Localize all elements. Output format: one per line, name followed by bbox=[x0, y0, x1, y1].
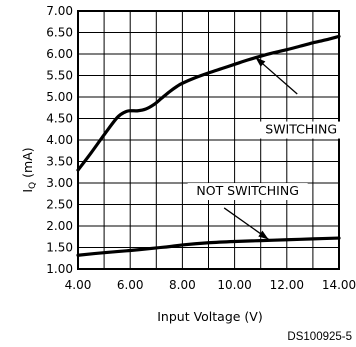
x-tick-label: 4.00 bbox=[65, 278, 92, 292]
switching-arrow-head bbox=[255, 57, 266, 67]
x-tick-labels: 4.00 6.00 8.00 10.00 12.00 14.00 bbox=[65, 278, 356, 292]
y-tick-label: 5.00 bbox=[46, 90, 73, 104]
y-tick-label: 4.50 bbox=[46, 112, 73, 126]
plot-frame bbox=[77, 10, 340, 270]
y-axis-label-main: I bbox=[20, 189, 35, 193]
y-axis-label: IQ (mA) bbox=[20, 147, 38, 192]
x-tick-label: 14.00 bbox=[322, 278, 356, 292]
y-tick-label: 1.50 bbox=[46, 241, 73, 255]
series-line-switching bbox=[76, 34, 341, 172]
y-tick-label: 2.00 bbox=[46, 219, 73, 233]
y-tick-label: 5.50 bbox=[46, 69, 73, 83]
y-tick-label: 6.50 bbox=[46, 26, 73, 40]
switching-label: SWITCHING bbox=[265, 122, 337, 137]
data-series bbox=[76, 34, 341, 257]
y-tick-labels: 1.00 1.50 2.00 2.50 3.00 3.50 4.00 4.50 5.00 5.50… bbox=[46, 4, 73, 276]
not-switching-label: NOT SWITCHING bbox=[196, 183, 299, 198]
y-tick-label: 6.00 bbox=[46, 47, 73, 61]
grid bbox=[77, 10, 340, 270]
y-tick-label: 7.00 bbox=[46, 4, 73, 18]
x-tick-label: 10.00 bbox=[217, 278, 251, 292]
x-axis-label: Input Voltage (V) bbox=[157, 309, 263, 324]
annotations: SWITCHING NOT SWITCHING bbox=[187, 56, 346, 240]
switching-label-bg bbox=[257, 121, 346, 139]
x-tick-label: 6.00 bbox=[117, 278, 144, 292]
y-tick-label: 2.50 bbox=[46, 198, 73, 212]
y-tick-label: 1.00 bbox=[46, 262, 73, 276]
x-tick-label: 8.00 bbox=[169, 278, 196, 292]
svg-text:IQ (mA): IQ (mA) bbox=[20, 147, 38, 192]
not-switching-label-bg bbox=[187, 183, 308, 201]
x-tick-label: 12.00 bbox=[270, 278, 304, 292]
y-axis-label-unit: (mA) bbox=[20, 147, 35, 177]
figure-code: DS100925-5 bbox=[287, 331, 352, 343]
series-line-not-switching bbox=[76, 236, 341, 257]
not-switching-arrow-head bbox=[258, 230, 269, 240]
y-tick-label: 3.50 bbox=[46, 155, 73, 169]
y-axis-label-sub: Q bbox=[28, 182, 38, 189]
y-tick-label: 3.00 bbox=[46, 176, 73, 190]
y-tick-label: 4.00 bbox=[46, 133, 73, 147]
